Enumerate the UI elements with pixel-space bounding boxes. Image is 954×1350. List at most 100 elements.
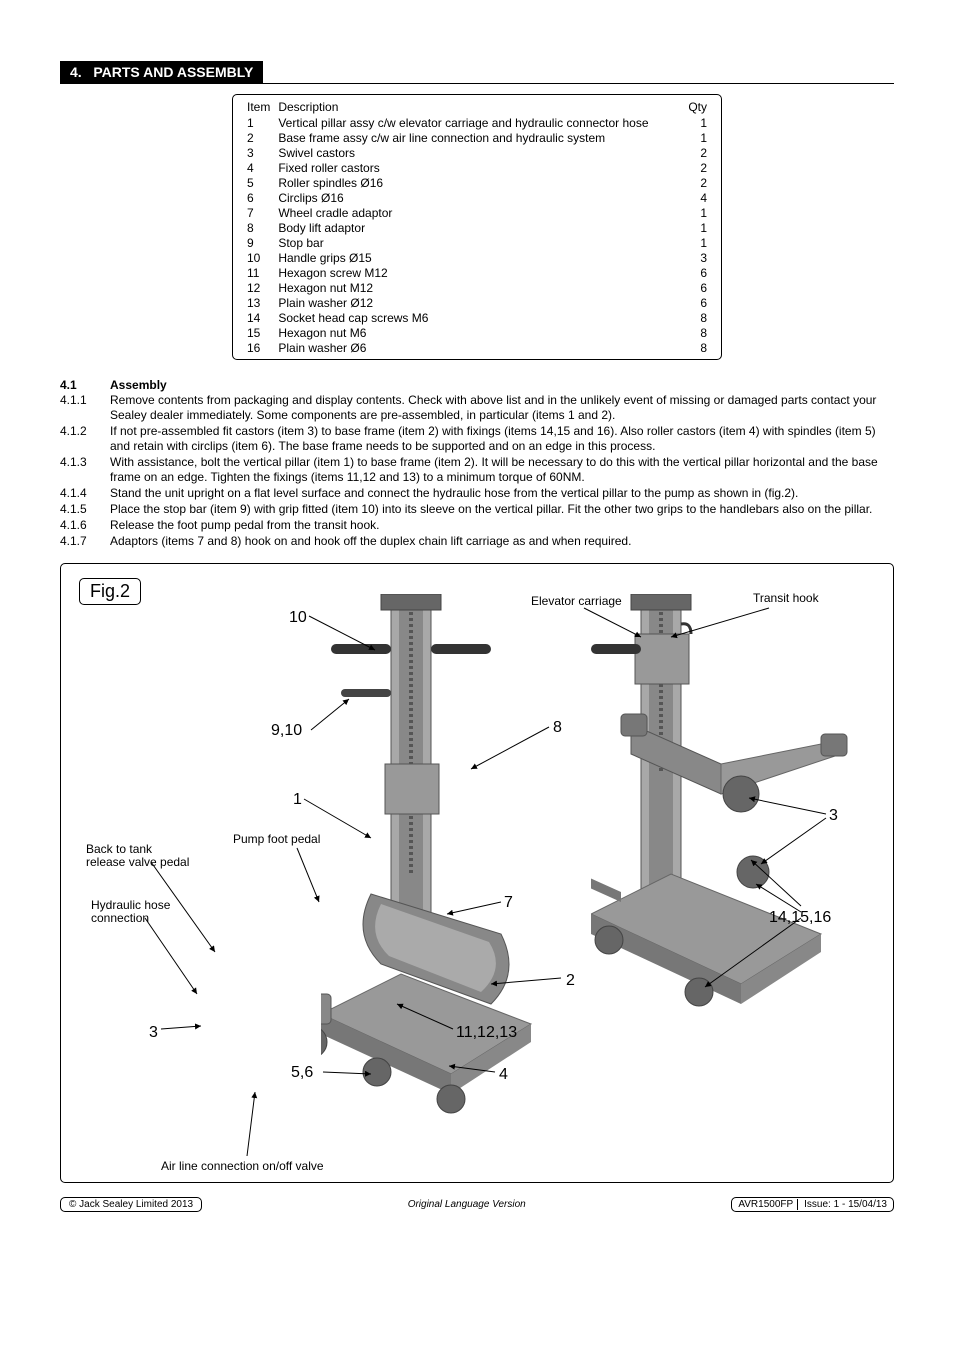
parts-table: Item Description Qty 1Vertical pillar as… bbox=[232, 94, 722, 360]
table-row: 3Swivel castors2 bbox=[243, 145, 711, 160]
leader-line bbox=[749, 798, 826, 814]
figure-callout: 2 bbox=[566, 972, 575, 990]
figure-callout: 8 bbox=[553, 719, 562, 737]
table-row: 5Roller spindles Ø162 bbox=[243, 175, 711, 190]
cell-description: Hexagon nut M6 bbox=[274, 325, 681, 340]
section-header-line: 4. PARTS AND ASSEMBLY bbox=[60, 60, 894, 84]
figure-box: Fig.2 bbox=[60, 563, 894, 1183]
cell-qty: 1 bbox=[681, 235, 711, 250]
assembly-item-text: Release the foot pump pedal from the tra… bbox=[110, 518, 894, 533]
assembly-title: 4.1 Assembly bbox=[60, 378, 894, 392]
cell-qty: 3 bbox=[681, 250, 711, 265]
figure-text-label: Air line connection on/off valve bbox=[161, 1159, 324, 1173]
cell-description: Plain washer Ø12 bbox=[274, 295, 681, 310]
cell-qty: 2 bbox=[681, 175, 711, 190]
assembly-item: 4.1.4Stand the unit upright on a flat le… bbox=[60, 486, 894, 501]
cell-description: Stop bar bbox=[274, 235, 681, 250]
assembly-item-text: Stand the unit upright on a flat level s… bbox=[110, 486, 894, 501]
figure-callout: 4 bbox=[499, 1066, 508, 1084]
figure-callout: 10 bbox=[289, 609, 307, 627]
leader-line bbox=[705, 918, 801, 987]
section-header: 4. PARTS AND ASSEMBLY bbox=[60, 61, 263, 84]
cell-qty: 4 bbox=[681, 190, 711, 205]
cell-qty: 1 bbox=[681, 130, 711, 145]
assembly-item-num: 4.1.1 bbox=[60, 393, 110, 423]
figure-callout: 1 bbox=[293, 791, 302, 809]
figure-callout-lines bbox=[61, 564, 893, 1182]
cell-description: Plain washer Ø6 bbox=[274, 340, 681, 355]
section-title: PARTS AND ASSEMBLY bbox=[93, 64, 253, 80]
table-row: 8Body lift adaptor1 bbox=[243, 220, 711, 235]
cell-description: Roller spindles Ø16 bbox=[274, 175, 681, 190]
figure-text-label: Hydraulic hose bbox=[91, 898, 170, 912]
leader-line bbox=[449, 1066, 495, 1072]
cell-description: Base frame assy c/w air line connection … bbox=[274, 130, 681, 145]
assembly-item-text: Remove contents from packaging and displ… bbox=[110, 393, 894, 423]
assembly-item-num: 4.1.6 bbox=[60, 518, 110, 533]
leader-line bbox=[491, 978, 561, 984]
cell-qty: 6 bbox=[681, 280, 711, 295]
table-header-row: Item Description Qty bbox=[243, 99, 711, 115]
cell-item: 5 bbox=[243, 175, 274, 190]
figure-callout: 9,10 bbox=[271, 722, 302, 740]
leader-line bbox=[671, 608, 769, 637]
figure-callout: 3 bbox=[149, 1024, 158, 1042]
table-row: 6Circlips Ø164 bbox=[243, 190, 711, 205]
assembly-section-num: 4.1 bbox=[60, 378, 110, 392]
figure-text-label: release valve pedal bbox=[86, 855, 189, 869]
cell-item: 15 bbox=[243, 325, 274, 340]
cell-qty: 1 bbox=[681, 115, 711, 130]
assembly-item-text: Adaptors (items 7 and 8) hook on and hoo… bbox=[110, 534, 894, 549]
cell-item: 1 bbox=[243, 115, 274, 130]
cell-item: 7 bbox=[243, 205, 274, 220]
figure-callout: 3 bbox=[829, 807, 838, 825]
cell-item: 4 bbox=[243, 160, 274, 175]
assembly-item: 4.1.2If not pre-assembled fit castors (i… bbox=[60, 424, 894, 454]
table-row: 4Fixed roller castors2 bbox=[243, 160, 711, 175]
leader-line bbox=[311, 699, 349, 730]
cell-qty: 1 bbox=[681, 220, 711, 235]
figure-text-label: Pump foot pedal bbox=[233, 832, 320, 846]
col-description: Description bbox=[274, 99, 681, 115]
cell-description: Circlips Ø16 bbox=[274, 190, 681, 205]
cell-description: Swivel castors bbox=[274, 145, 681, 160]
cell-item: 6 bbox=[243, 190, 274, 205]
assembly-item: 4.1.3With assistance, bolt the vertical … bbox=[60, 455, 894, 485]
cell-item: 9 bbox=[243, 235, 274, 250]
cell-qty: 8 bbox=[681, 310, 711, 325]
cell-item: 8 bbox=[243, 220, 274, 235]
table-row: 2Base frame assy c/w air line connection… bbox=[243, 130, 711, 145]
cell-description: Hexagon nut M12 bbox=[274, 280, 681, 295]
leader-line bbox=[584, 608, 641, 637]
assembly-section: 4.1 Assembly 4.1.1Remove contents from p… bbox=[60, 378, 894, 549]
leader-line bbox=[397, 1004, 453, 1029]
figure-text-label: connection bbox=[91, 911, 149, 925]
table-row: 9Stop bar1 bbox=[243, 235, 711, 250]
cell-description: Vertical pillar assy c/w elevator carria… bbox=[274, 115, 681, 130]
leader-line bbox=[297, 848, 319, 902]
table-row: 16Plain washer Ø68 bbox=[243, 340, 711, 355]
leader-line bbox=[756, 884, 801, 912]
figure-text-label: Back to tank bbox=[86, 842, 152, 856]
cell-item: 2 bbox=[243, 130, 274, 145]
cell-description: Body lift adaptor bbox=[274, 220, 681, 235]
leader-line bbox=[751, 860, 801, 906]
figure-callout: 14,15,16 bbox=[769, 909, 831, 927]
cell-qty: 8 bbox=[681, 325, 711, 340]
cell-qty: 2 bbox=[681, 160, 711, 175]
leader-line bbox=[471, 727, 549, 769]
cell-item: 10 bbox=[243, 250, 274, 265]
section-number: 4. bbox=[70, 64, 82, 80]
leader-line bbox=[145, 918, 197, 994]
table-row: 13Plain washer Ø126 bbox=[243, 295, 711, 310]
cell-item: 16 bbox=[243, 340, 274, 355]
figure-callout: 7 bbox=[504, 894, 513, 912]
footer-model-issue: AVR1500FP Issue: 1 - 15/04/13 bbox=[731, 1197, 894, 1212]
footer: © Jack Sealey Limited 2013 Original Lang… bbox=[60, 1197, 894, 1212]
cell-item: 11 bbox=[243, 265, 274, 280]
figure-callout: 5,6 bbox=[291, 1064, 313, 1082]
assembly-item: 4.1.5Place the stop bar (item 9) with gr… bbox=[60, 502, 894, 517]
leader-line bbox=[247, 1092, 255, 1156]
footer-version: Original Language Version bbox=[408, 1199, 526, 1210]
table-row: 11Hexagon screw M126 bbox=[243, 265, 711, 280]
